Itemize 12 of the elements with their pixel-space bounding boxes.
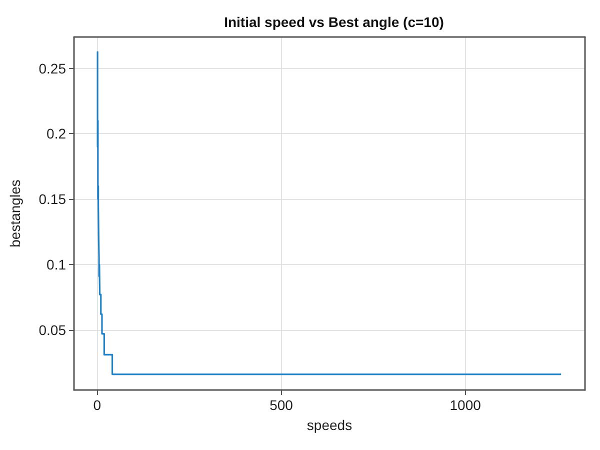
x-tick-label: 1000 <box>450 397 482 413</box>
y-tick-label: 0.2 <box>46 126 66 142</box>
y-axis-title: bestangles <box>7 180 23 248</box>
x-tick-label: 500 <box>270 397 294 413</box>
y-tick-label: 0.1 <box>46 256 66 272</box>
chart-title: Initial speed vs Best angle (c=10) <box>224 14 444 30</box>
line-series <box>96 50 562 376</box>
y-tick-label: 0.25 <box>38 60 66 76</box>
y-tick-label: 0.15 <box>38 191 66 208</box>
x-axis-title: speeds <box>306 417 352 433</box>
y-tick-label: 0.05 <box>38 322 66 338</box>
x-tick-label: 0 <box>93 397 102 413</box>
